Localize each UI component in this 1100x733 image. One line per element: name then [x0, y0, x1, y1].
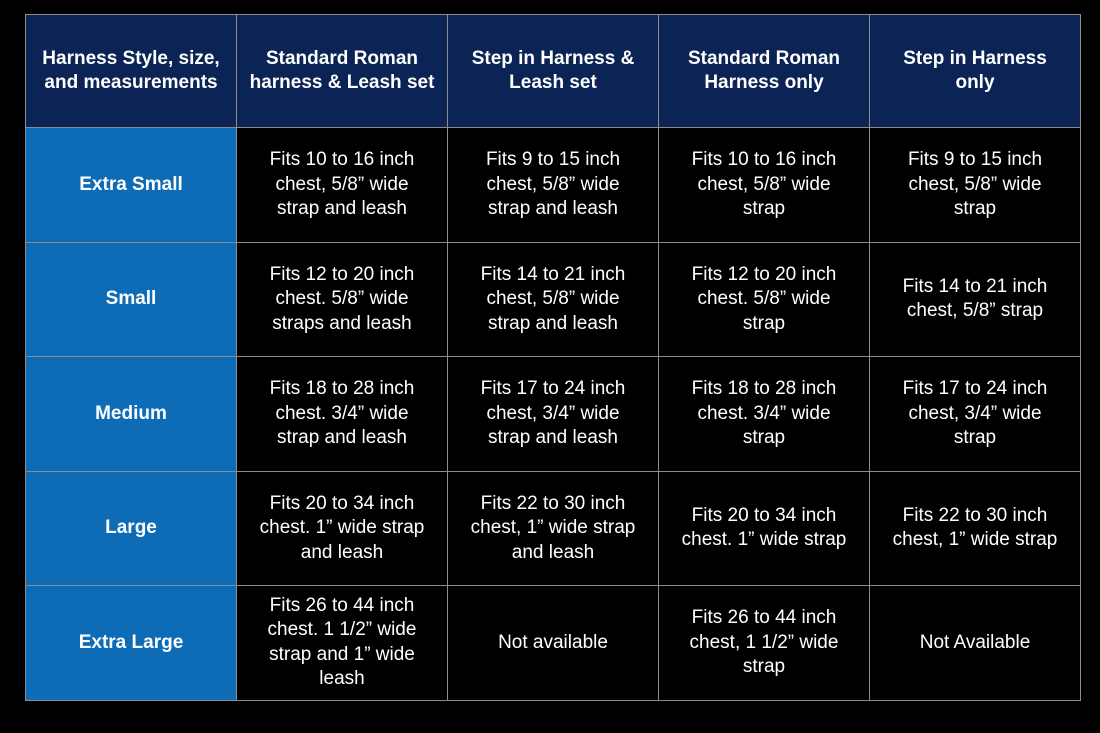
table-cell: Fits 17 to 24 inch chest, 3/4” wide stra…: [447, 356, 659, 472]
header-size: Harness Style, size, and measurements: [25, 14, 237, 128]
size-label: Large: [25, 470, 237, 586]
table-cell: Fits 17 to 24 inch chest, 3/4” wide stra…: [869, 356, 1081, 472]
header-step-in-set: Step in Harness & Leash set: [447, 14, 659, 128]
table-cell: Fits 9 to 15 inch chest, 5/8” wide strap: [869, 127, 1081, 243]
table-cell: Fits 22 to 30 inch chest, 1” wide strap: [869, 470, 1081, 586]
size-label: Small: [25, 241, 237, 357]
table-cell: Not Available: [869, 585, 1081, 701]
harness-size-table: Harness Style, size, and measurements St…: [25, 14, 1081, 701]
header-standard-roman-only: Standard Roman Harness only: [658, 14, 870, 128]
header-step-in-only: Step in Harness only: [869, 14, 1081, 128]
table-cell: Fits 12 to 20 inch chest. 5/8” wide stra…: [236, 241, 448, 357]
size-label: Extra Large: [25, 585, 237, 701]
table-cell: Fits 14 to 21 inch chest, 5/8” strap: [869, 241, 1081, 357]
table-row: Large Fits 20 to 34 inch chest. 1” wide …: [25, 470, 1081, 586]
table-cell: Fits 12 to 20 inch chest. 5/8” wide stra…: [658, 241, 870, 357]
table-cell: Fits 20 to 34 inch chest. 1” wide strap: [658, 470, 870, 586]
table-row: Extra Large Fits 26 to 44 inch chest. 1 …: [25, 585, 1081, 701]
header-standard-roman-set: Standard Roman harness & Leash set: [236, 14, 448, 128]
header-row: Harness Style, size, and measurements St…: [25, 14, 1081, 128]
table-cell: Fits 10 to 16 inch chest, 5/8” wide stra…: [658, 127, 870, 243]
table-cell: Fits 14 to 21 inch chest, 5/8” wide stra…: [447, 241, 659, 357]
table-cell: Fits 26 to 44 inch chest, 1 1/2” wide st…: [658, 585, 870, 701]
table-row: Extra Small Fits 10 to 16 inch chest, 5/…: [25, 127, 1081, 243]
table-cell: Not available: [447, 585, 659, 701]
size-label: Medium: [25, 356, 237, 472]
table-cell: Fits 9 to 15 inch chest, 5/8” wide strap…: [447, 127, 659, 243]
table-cell: Fits 26 to 44 inch chest. 1 1/2” wide st…: [236, 585, 448, 701]
table-row: Medium Fits 18 to 28 inch chest. 3/4” wi…: [25, 356, 1081, 472]
table-cell: Fits 20 to 34 inch chest. 1” wide strap …: [236, 470, 448, 586]
table-cell: Fits 22 to 30 inch chest, 1” wide strap …: [447, 470, 659, 586]
table-cell: Fits 18 to 28 inch chest. 3/4” wide stra…: [658, 356, 870, 472]
table-cell: Fits 10 to 16 inch chest, 5/8” wide stra…: [236, 127, 448, 243]
table-row: Small Fits 12 to 20 inch chest. 5/8” wid…: [25, 241, 1081, 357]
table-cell: Fits 18 to 28 inch chest. 3/4” wide stra…: [236, 356, 448, 472]
size-label: Extra Small: [25, 127, 237, 243]
